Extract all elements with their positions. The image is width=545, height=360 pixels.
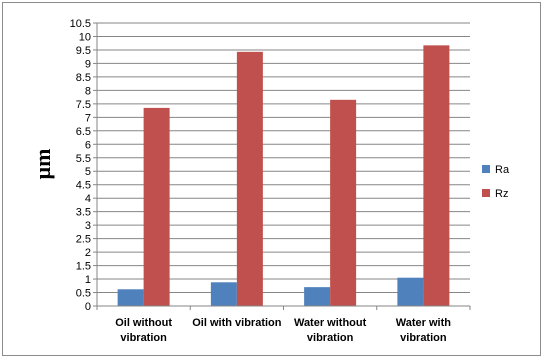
x-category-label: vibration — [120, 332, 167, 344]
bar-ra — [397, 277, 424, 306]
x-category-label: Oil without — [115, 317, 172, 329]
chart-frame — [2, 2, 541, 356]
y-tick-label: 9.5 — [76, 45, 91, 57]
legend-swatch-rz — [482, 189, 490, 197]
y-tick-label: 4 — [85, 193, 91, 205]
y-tick-label: 7.5 — [76, 99, 91, 111]
y-tick-label: 4.5 — [76, 180, 91, 192]
y-tick-label: 10 — [79, 31, 91, 43]
x-category-label: Water with — [396, 317, 451, 329]
legend-label-rz: Rz — [495, 188, 508, 200]
x-axis-labels: Oil without vibration Oil with vibration Wa… — [115, 317, 451, 344]
y-tick-label: 1 — [85, 274, 91, 286]
bar-ra — [117, 289, 144, 306]
y-tick-label: 3.5 — [76, 207, 91, 219]
y-tick-label: 3 — [85, 220, 91, 232]
y-tick-label: 1.5 — [76, 261, 91, 273]
legend-label-ra: Ra — [495, 164, 510, 176]
bar-ra — [210, 282, 237, 306]
y-tick-label: 5.5 — [76, 153, 91, 165]
x-category-label: Water without — [294, 317, 367, 329]
y-axis-ticks: 00.5 11.5 22.5 33.5 44.5 55.5 66.5 77.5 88.5 99.5… — [70, 18, 91, 313]
y-tick-label: 10.5 — [70, 18, 91, 30]
y-tick-label: 8.5 — [76, 72, 91, 84]
y-tick-label: 9 — [85, 58, 91, 70]
bar-rz — [236, 51, 263, 306]
x-category-label: Oil with vibration — [192, 317, 282, 329]
y-tick-label: 2 — [85, 247, 91, 259]
y-tick-label: 5 — [85, 166, 91, 178]
y-tick-label: 7 — [85, 112, 91, 124]
legend: Ra Rz — [482, 164, 510, 200]
legend-swatch-ra — [482, 165, 490, 173]
axes — [96, 23, 471, 310]
bar-rz — [143, 107, 170, 307]
bar-rz — [330, 99, 357, 306]
y-tick-label: 6.5 — [76, 126, 91, 138]
y-tick-label: 6 — [85, 139, 91, 151]
y-tick-label: 0.5 — [76, 288, 91, 300]
y-tick-label: 2.5 — [76, 234, 91, 246]
x-category-label: vibration — [400, 332, 447, 344]
bar-rz — [423, 45, 450, 306]
x-category-label: vibration — [307, 332, 354, 344]
y-axis-label: µm — [30, 148, 55, 179]
y-tick-label: 0 — [85, 301, 91, 313]
bars — [117, 45, 450, 307]
bar-ra — [304, 287, 331, 306]
y-tick-label: 8 — [85, 85, 91, 97]
